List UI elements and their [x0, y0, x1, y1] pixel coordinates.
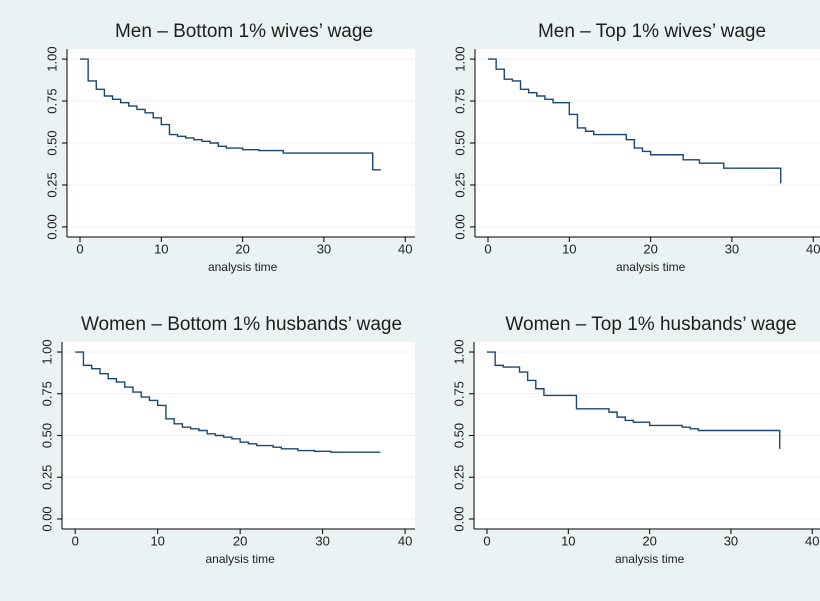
y-tick-label: 0.00 [44, 214, 59, 239]
panel-title: Women – Bottom 1% husbands’ wage [81, 314, 402, 335]
panel-title: Women – Top 1% husbands’ wage [505, 314, 796, 335]
x-tick-label: 10 [154, 241, 168, 256]
x-axis-label: analysis time [205, 552, 275, 566]
x-axis-label: analysis time [615, 552, 685, 566]
y-tick-label: 0.00 [451, 506, 466, 531]
y-tick-label: 0.00 [39, 506, 54, 531]
survival-curve [75, 351, 381, 453]
y-tick-label: 0.75 [44, 88, 59, 113]
y-tick-label: 0.75 [451, 381, 466, 406]
x-tick-label: 20 [233, 533, 247, 548]
y-tick-label: 0.25 [451, 465, 466, 490]
x-tick-label: 0 [72, 533, 79, 548]
survival-curve [487, 351, 781, 449]
x-tick-label: 20 [643, 241, 657, 256]
y-tick-label: 1.00 [44, 46, 59, 71]
x-axis-label: analysis time [208, 260, 278, 274]
y-tick-label: 0.50 [39, 423, 54, 448]
x-tick-label: 0 [483, 533, 490, 548]
x-tick-label: 20 [235, 241, 249, 256]
x-tick-label: 10 [562, 241, 576, 256]
y-tick-label: 0.50 [44, 130, 59, 155]
x-tick-label: 10 [561, 533, 575, 548]
survival-curve [488, 58, 782, 184]
y-tick-label: 0.50 [452, 130, 467, 155]
x-tick-label: 10 [150, 533, 164, 548]
panel-title: Men – Top 1% wives’ wage [538, 21, 766, 42]
x-tick-label: 0 [484, 241, 491, 256]
x-tick-label: 40 [398, 533, 412, 548]
y-tick-label: 1.00 [39, 339, 54, 364]
y-tick-label: 0.25 [39, 465, 54, 490]
x-tick-label: 30 [724, 533, 738, 548]
y-tick-label: 0.25 [44, 172, 59, 197]
y-tick-label: 0.50 [451, 423, 466, 448]
x-tick-label: 40 [805, 533, 819, 548]
y-tick-label: 0.25 [452, 172, 467, 197]
y-tick-label: 1.00 [451, 339, 466, 364]
x-tick-label: 40 [806, 241, 820, 256]
x-tick-label: 30 [315, 533, 329, 548]
x-axis-label: analysis time [616, 260, 686, 274]
x-tick-label: 0 [76, 241, 83, 256]
y-tick-label: 0.75 [452, 88, 467, 113]
x-tick-label: 30 [317, 241, 331, 256]
x-tick-label: 40 [398, 241, 412, 256]
survival-curve [80, 58, 381, 171]
x-tick-label: 20 [642, 533, 656, 548]
y-tick-label: 1.00 [452, 46, 467, 71]
y-tick-label: 0.00 [452, 214, 467, 239]
panel-title: Men – Bottom 1% wives’ wage [115, 21, 373, 42]
x-tick-label: 30 [725, 241, 739, 256]
y-tick-label: 0.75 [39, 381, 54, 406]
